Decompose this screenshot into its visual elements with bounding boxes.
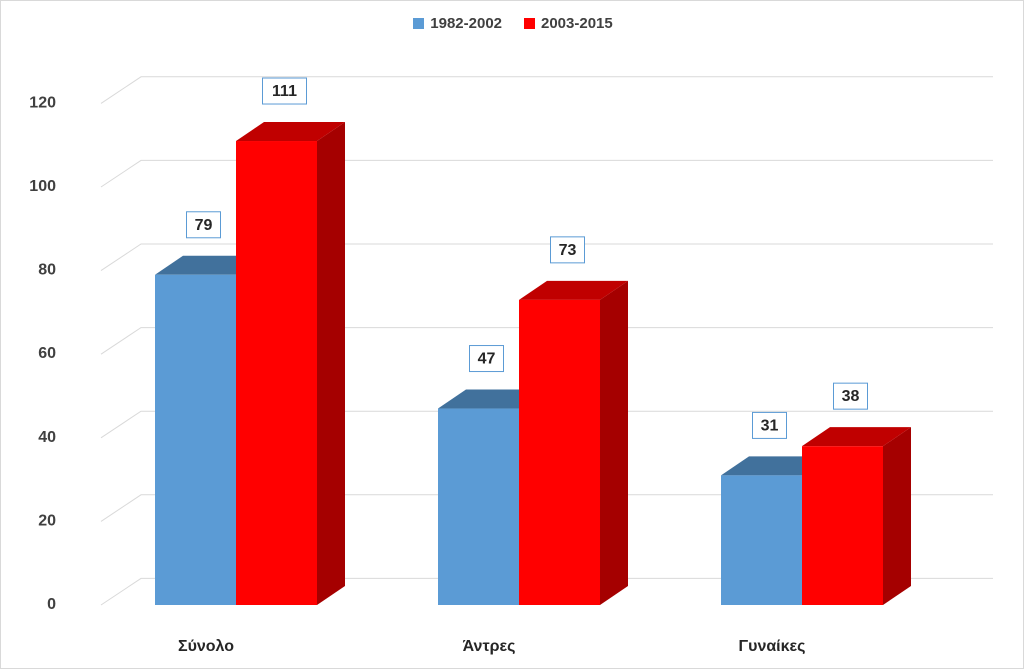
bar-top-2003-2015 [802, 427, 911, 447]
data-label-box [550, 236, 585, 264]
gridline [100, 243, 993, 272]
y-tick-label: 40 [38, 429, 56, 446]
bar-side-2003-2015 [883, 427, 911, 605]
y-tick-label: 120 [29, 94, 56, 111]
data-label-box [752, 411, 787, 439]
gridline [100, 327, 993, 355]
gridline [100, 494, 993, 522]
data-label: 111 [272, 83, 297, 100]
bar-1982-2002 [721, 475, 802, 605]
bar-2003-2015 [519, 299, 600, 605]
legend-label-series-2: 2003-2015 [541, 15, 613, 32]
y-tick-label: 20 [38, 512, 56, 529]
bar-side-2003-2015 [317, 122, 345, 606]
gridline [100, 76, 993, 104]
bar-1982-2002 [155, 274, 236, 605]
y-tick-label: 100 [29, 178, 56, 195]
data-label-box [186, 211, 221, 239]
bar-side-2003-2015 [600, 280, 628, 605]
x-category-label: Γυναίκες [739, 638, 806, 655]
data-label: 73 [559, 242, 577, 259]
legend-item-series-2: 2003-2015 [524, 15, 613, 32]
gridline [100, 159, 993, 188]
data-label: 38 [842, 388, 860, 405]
y-tick-label: 60 [38, 345, 56, 362]
bar-1982-2002 [438, 408, 519, 605]
bar-2003-2015 [236, 141, 317, 605]
legend-swatch-series-2 [524, 18, 535, 29]
data-label: 47 [478, 351, 496, 368]
x-category-label: Σύνολο [178, 638, 234, 655]
legend: 1982-2002 2003-2015 [1, 15, 1024, 32]
gridline [100, 577, 993, 606]
data-label-box [833, 382, 868, 410]
gridline [100, 410, 993, 439]
y-tick-label: 0 [47, 596, 56, 613]
data-label-box [262, 77, 307, 105]
bar-top-2003-2015 [236, 122, 345, 142]
data-label: 31 [761, 417, 779, 434]
data-label: 79 [195, 217, 213, 234]
x-category-label: Άντρες [463, 638, 516, 655]
data-label-box [469, 345, 504, 373]
legend-item-series-1: 1982-2002 [413, 15, 502, 32]
bar-2003-2015 [802, 446, 883, 605]
bar-top-2003-2015 [519, 280, 628, 300]
legend-swatch-series-1 [413, 18, 425, 29]
y-tick-label: 80 [38, 262, 56, 279]
legend-label-series-1: 1982-2002 [430, 15, 502, 32]
